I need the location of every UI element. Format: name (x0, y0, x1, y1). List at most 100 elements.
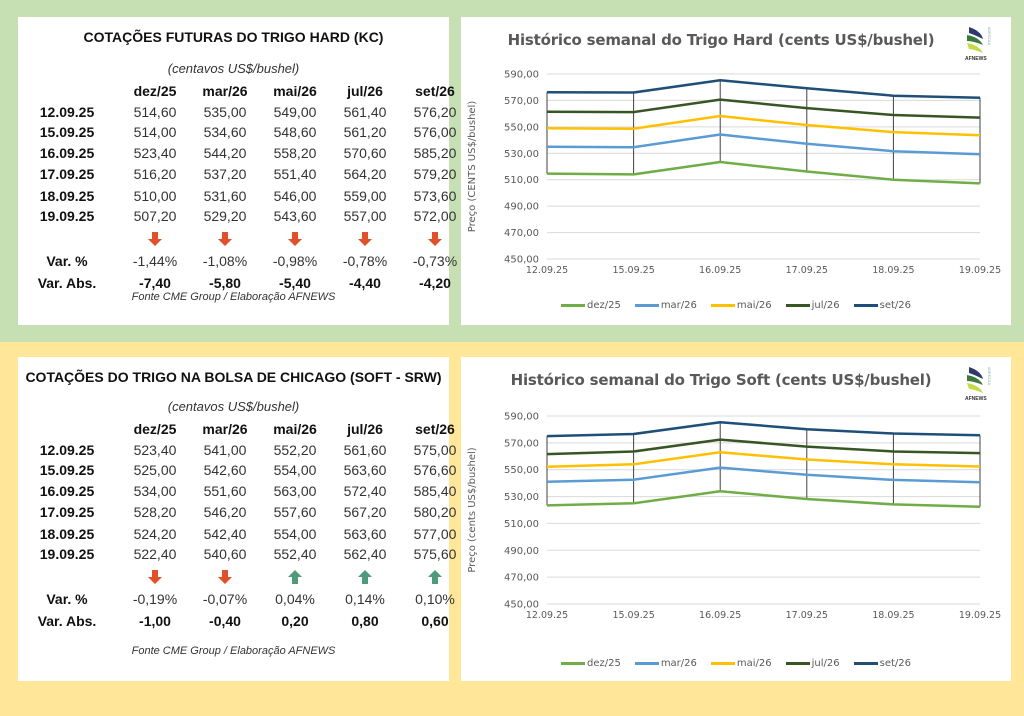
column-header: jul/26 (347, 421, 383, 437)
price-cell: 514,00 (133, 124, 177, 140)
table-row: 16.09.25 523,40 544,20 558,20 570,60 585,20 (18, 144, 457, 167)
x-tick-label: 12.09.25 (526, 265, 568, 276)
source-note: Fonte CME Group / Elaboração AFNEWS (131, 291, 336, 303)
series-line-set-26 (546, 79, 981, 100)
direction-arrow-row (18, 229, 449, 253)
var-abs-row: Var. Abs. -7,40 -5,80 -5,40 -4,40 -4,20 (18, 274, 451, 296)
price-cell: 552,40 (273, 546, 317, 562)
table-row: 19.09.25 507,20 529,20 543,60 557,00 572,00 (18, 208, 457, 229)
table-unit: (centavos US$/bushel) (167, 399, 300, 414)
price-cell: 537,20 (203, 166, 247, 182)
row-date: 15.09.25 (39, 462, 95, 478)
legend-item: dez/25 (560, 658, 621, 669)
var-abs-cell: -4,20 (419, 274, 451, 291)
legend-swatch (560, 662, 585, 665)
price-cell: 563,60 (343, 462, 387, 478)
var-abs-cell: -5,40 (279, 274, 311, 291)
price-cell: 528,20 (133, 504, 177, 520)
price-cell: 507,20 (133, 208, 177, 224)
price-cell: 561,60 (343, 441, 387, 458)
series-line-mai-26 (546, 114, 981, 137)
soft-wheat-chart-panel: Histórico semanal do Trigo Soft (cents U… (461, 357, 1011, 681)
row-date: 16.09.25 (39, 144, 95, 161)
arrow-up-icon (400, 569, 470, 584)
series-line-dez-25 (546, 489, 981, 509)
price-cell: 562,40 (343, 546, 387, 562)
price-cell: 575,00 (413, 441, 457, 458)
price-cell: 579,20 (413, 166, 457, 182)
var-abs-cell: -4,40 (349, 274, 381, 291)
price-cell: 567,20 (343, 504, 387, 520)
legend-label: dez/25 (586, 658, 621, 669)
y-tick-label: 550,00 (504, 122, 539, 133)
table-row: 19.09.25 522,40 540,60 552,40 562,40 575,60 (18, 546, 457, 567)
column-header: set/26 (415, 83, 455, 99)
legend-item: dez/25 (560, 300, 621, 311)
price-cell: 559,00 (343, 187, 387, 204)
price-cell: 572,00 (413, 208, 457, 224)
table-header-row: dez/25 mar/26 mai/26 jul/26 set/26 (18, 421, 455, 442)
legend-swatch (710, 662, 735, 665)
price-cell: 561,40 (343, 103, 387, 120)
price-cell: 557,60 (273, 504, 317, 520)
x-tick-label: 18.09.25 (872, 610, 914, 621)
price-cell: 554,00 (273, 525, 317, 542)
legend-item: mar/26 (634, 300, 697, 311)
var-abs-cell: -5,80 (209, 274, 241, 291)
chart-title: Histórico semanal do Trigo Soft (cents U… (510, 371, 932, 389)
price-cell: 523,40 (133, 144, 177, 161)
logo-text: AFNEWS (965, 396, 987, 402)
var-pct-cell: -0,19% (132, 590, 178, 607)
y-tick-label: 590,00 (504, 70, 539, 81)
var-abs-cell: 0,80 (351, 612, 379, 629)
price-cell: 572,40 (343, 482, 387, 499)
row-date: 18.09.25 (39, 525, 95, 542)
line-chart: 450,00 470,00 490,00 510,00 530,00 550,00 570,… (467, 70, 1001, 277)
table-row: 18.09.25 524,20 542,40 554,00 563,60 577,00 (18, 525, 457, 547)
y-tick-label: 510,00 (504, 519, 539, 530)
chart-legend: dez/25 mar/26 mai/26 jul/26 set/26 (461, 658, 1011, 669)
x-tick-label: 19.09.25 (959, 610, 1001, 621)
column-header: set/26 (415, 421, 455, 437)
legend-swatch (853, 662, 878, 665)
arrow-up-icon (330, 569, 400, 584)
var-pct-cell: 0,10% (415, 590, 455, 607)
arrow-down-icon (400, 231, 470, 246)
legend-label: set/26 (879, 300, 912, 311)
y-tick-label: 450,00 (504, 600, 539, 611)
x-tick-label: 17.09.25 (786, 265, 828, 276)
var-abs-cell: 0,20 (281, 612, 309, 629)
price-cell: 542,40 (203, 525, 247, 542)
price-cell: 576,60 (413, 462, 457, 478)
var-pct-cell: 0,14% (345, 590, 385, 607)
table-row: 17.09.25 516,20 537,20 551,40 564,20 579,20 (18, 166, 457, 188)
legend-swatch (785, 662, 810, 665)
row-date: 15.09.25 (39, 124, 95, 140)
price-cell: 570,60 (343, 144, 387, 161)
column-header: dez/25 (133, 83, 177, 99)
arrow-down-icon (190, 231, 260, 246)
y-axis-label: Preço (CENTS US$/bushel) (467, 101, 478, 233)
column-header: mar/26 (202, 83, 248, 99)
table-row: 17.09.25 528,20 546,20 557,60 567,20 580,20 (18, 504, 457, 526)
price-cell: 548,60 (273, 124, 317, 140)
y-tick-label: 570,00 (504, 96, 539, 107)
x-tick-label: 15.09.25 (612, 610, 654, 621)
row-date: 12.09.25 (39, 441, 95, 458)
price-cell: 561,20 (343, 124, 387, 140)
price-cell: 534,00 (133, 482, 177, 499)
var-pct-label: Var. % (46, 252, 88, 269)
legend-item: set/26 (853, 658, 911, 669)
series-line-jul-26 (546, 438, 981, 456)
var-abs-label: Var. Abs. (37, 274, 97, 291)
arrow-down-icon (330, 231, 400, 246)
x-tick-label: 16.09.25 (699, 610, 741, 621)
table-row: 18.09.25 510,00 531,60 546,00 559,00 573,60 (18, 187, 457, 209)
hard-wheat-chart-panel: Histórico semanal do Trigo Hard (cents U… (461, 17, 1011, 325)
logo-side-text: AGRÍCOLA (987, 367, 991, 386)
soft-wheat-section: COTAÇÕES DO TRIGO NA BOLSA DE CHICAGO (S… (0, 342, 1024, 716)
table-row: 12.09.25 523,40 541,00 552,20 561,60 575,00 (18, 441, 457, 463)
var-pct-cell: -1,08% (202, 252, 248, 269)
price-cell: 554,00 (273, 462, 317, 478)
series-line-set-26 (546, 420, 981, 438)
